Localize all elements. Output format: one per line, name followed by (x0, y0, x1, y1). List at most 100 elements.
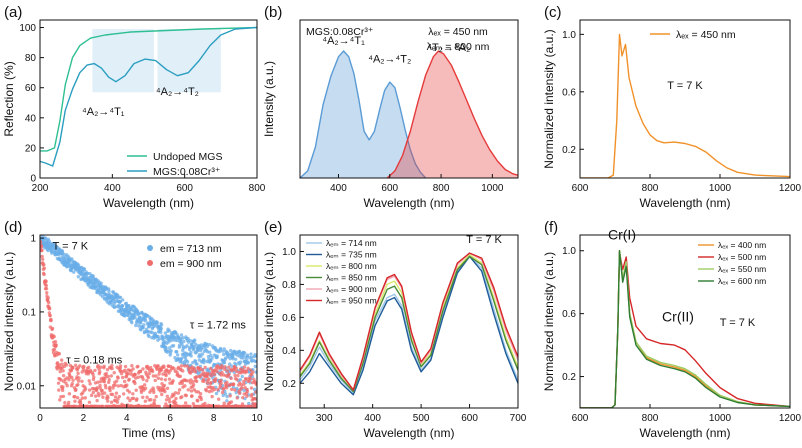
data-point (210, 394, 214, 399)
data-point (39, 232, 42, 235)
data-point (199, 343, 204, 347)
data-point (242, 379, 246, 384)
data-point (245, 389, 250, 394)
data-point (139, 390, 144, 395)
data-point (107, 289, 111, 293)
data-point (222, 360, 227, 365)
data-point (242, 388, 246, 392)
legend-label: λₑₘ = 950 nm (326, 296, 377, 306)
data-point (228, 394, 232, 398)
y-axis-label: Reflection (%) (2, 61, 16, 136)
data-point (249, 368, 253, 372)
data-point (149, 388, 153, 392)
y-tick-label: 0.2 (282, 379, 296, 390)
data-point (207, 377, 211, 381)
legend-label: Undoped MGS (153, 151, 222, 163)
data-point (96, 380, 100, 384)
data-point (249, 352, 253, 356)
data-point (127, 377, 131, 381)
data-point (114, 379, 119, 383)
series-fill-1 (300, 51, 426, 178)
data-point (247, 401, 251, 406)
data-point (168, 346, 172, 350)
data-point (175, 353, 180, 357)
data-point (71, 366, 75, 370)
annotation-1: ⁴A₂→⁴T₁ (322, 35, 365, 47)
legend-label: λₑₘ = 800 nm (326, 261, 377, 271)
data-point (249, 386, 254, 390)
data-point (242, 382, 246, 386)
data-point (107, 378, 111, 382)
data-point (74, 387, 78, 392)
transition-band-1 (92, 29, 154, 93)
data-point (147, 371, 152, 376)
data-point (175, 338, 179, 343)
legend-label: λₑₓ = 450 nm (428, 26, 488, 38)
data-point (121, 375, 125, 380)
data-point (188, 404, 192, 408)
panel-e: 300 400 500 600 700 0.2 0.4 0.6 0.8 1.0 Wavelength… (262, 219, 527, 440)
series-line-3 (300, 254, 518, 393)
data-point (222, 386, 226, 390)
annotation-1: T = 7 K (667, 80, 703, 92)
legend-label: em = 713 nm (160, 243, 222, 255)
y-tick-label: 0.6 (562, 309, 576, 320)
data-point (113, 383, 117, 387)
legend-label: λₑₘ = 714 nm (326, 238, 377, 248)
data-point (40, 257, 45, 262)
data-point (108, 385, 112, 389)
data-point (64, 363, 69, 367)
data-point (153, 378, 157, 383)
data-point (61, 394, 66, 399)
data-point (184, 393, 189, 398)
panel-d: 0 2 4 6 8 10 0.01 0.1 1 Time (ms) Normalized inten… (2, 219, 263, 440)
panel-c: 600 800 1000 1200 0.2 0.6 1.0 Wavelength (nm) No… (542, 4, 802, 210)
data-point (61, 368, 65, 373)
data-point (82, 267, 87, 271)
y-axis-label: Normalized intensity (a.u.) (542, 252, 556, 391)
data-point (99, 281, 103, 286)
data-point (78, 364, 82, 368)
data-point (114, 391, 119, 395)
data-point (164, 398, 169, 402)
data-point (139, 328, 143, 332)
data-point (183, 384, 187, 388)
x-tick-label: 1000 (709, 183, 732, 194)
series-fill-2 (387, 51, 518, 178)
data-point (112, 370, 116, 375)
data-point (86, 404, 90, 408)
data-point (143, 319, 148, 323)
legend-label: MGS:0.08Cr³⁺ (153, 166, 220, 178)
data-point (87, 400, 92, 404)
y-tick-label: 1 (30, 234, 36, 245)
x-tick-label: 600 (572, 413, 589, 424)
data-point (99, 365, 103, 369)
data-point (204, 389, 209, 393)
annotation-2: τ = 1.72 ms (190, 319, 247, 331)
y-tick-label: 80 (25, 53, 37, 64)
data-point (159, 323, 164, 327)
data-point (142, 383, 147, 387)
data-point (229, 400, 234, 404)
data-point (195, 399, 200, 403)
annotation-2: ⁴A₂→⁴T₂ (368, 53, 411, 65)
data-point (220, 366, 224, 370)
data-point (212, 372, 217, 377)
annotation-1: ⁴A₂→⁴T₁ (82, 106, 125, 118)
series-line-4 (580, 250, 790, 408)
data-point (76, 382, 80, 387)
data-point (163, 389, 167, 394)
data-point (105, 368, 110, 372)
data-point (202, 379, 206, 383)
x-axis-label: Time (ms) (122, 426, 176, 440)
data-point (193, 359, 198, 363)
legend-label: λₑₘ = 850 nm (326, 273, 377, 283)
data-point (124, 301, 129, 306)
legend-label: λₑₓ = 400 nm (718, 240, 766, 250)
data-point (102, 364, 106, 369)
data-point (160, 381, 164, 386)
data-point (225, 380, 229, 385)
data-point (174, 396, 178, 401)
y-tick-label: 0.4 (282, 346, 296, 357)
panel-a: 200 400 600 800 0 20 40 60 80 100 Wavelength (nm) R… (2, 4, 266, 210)
